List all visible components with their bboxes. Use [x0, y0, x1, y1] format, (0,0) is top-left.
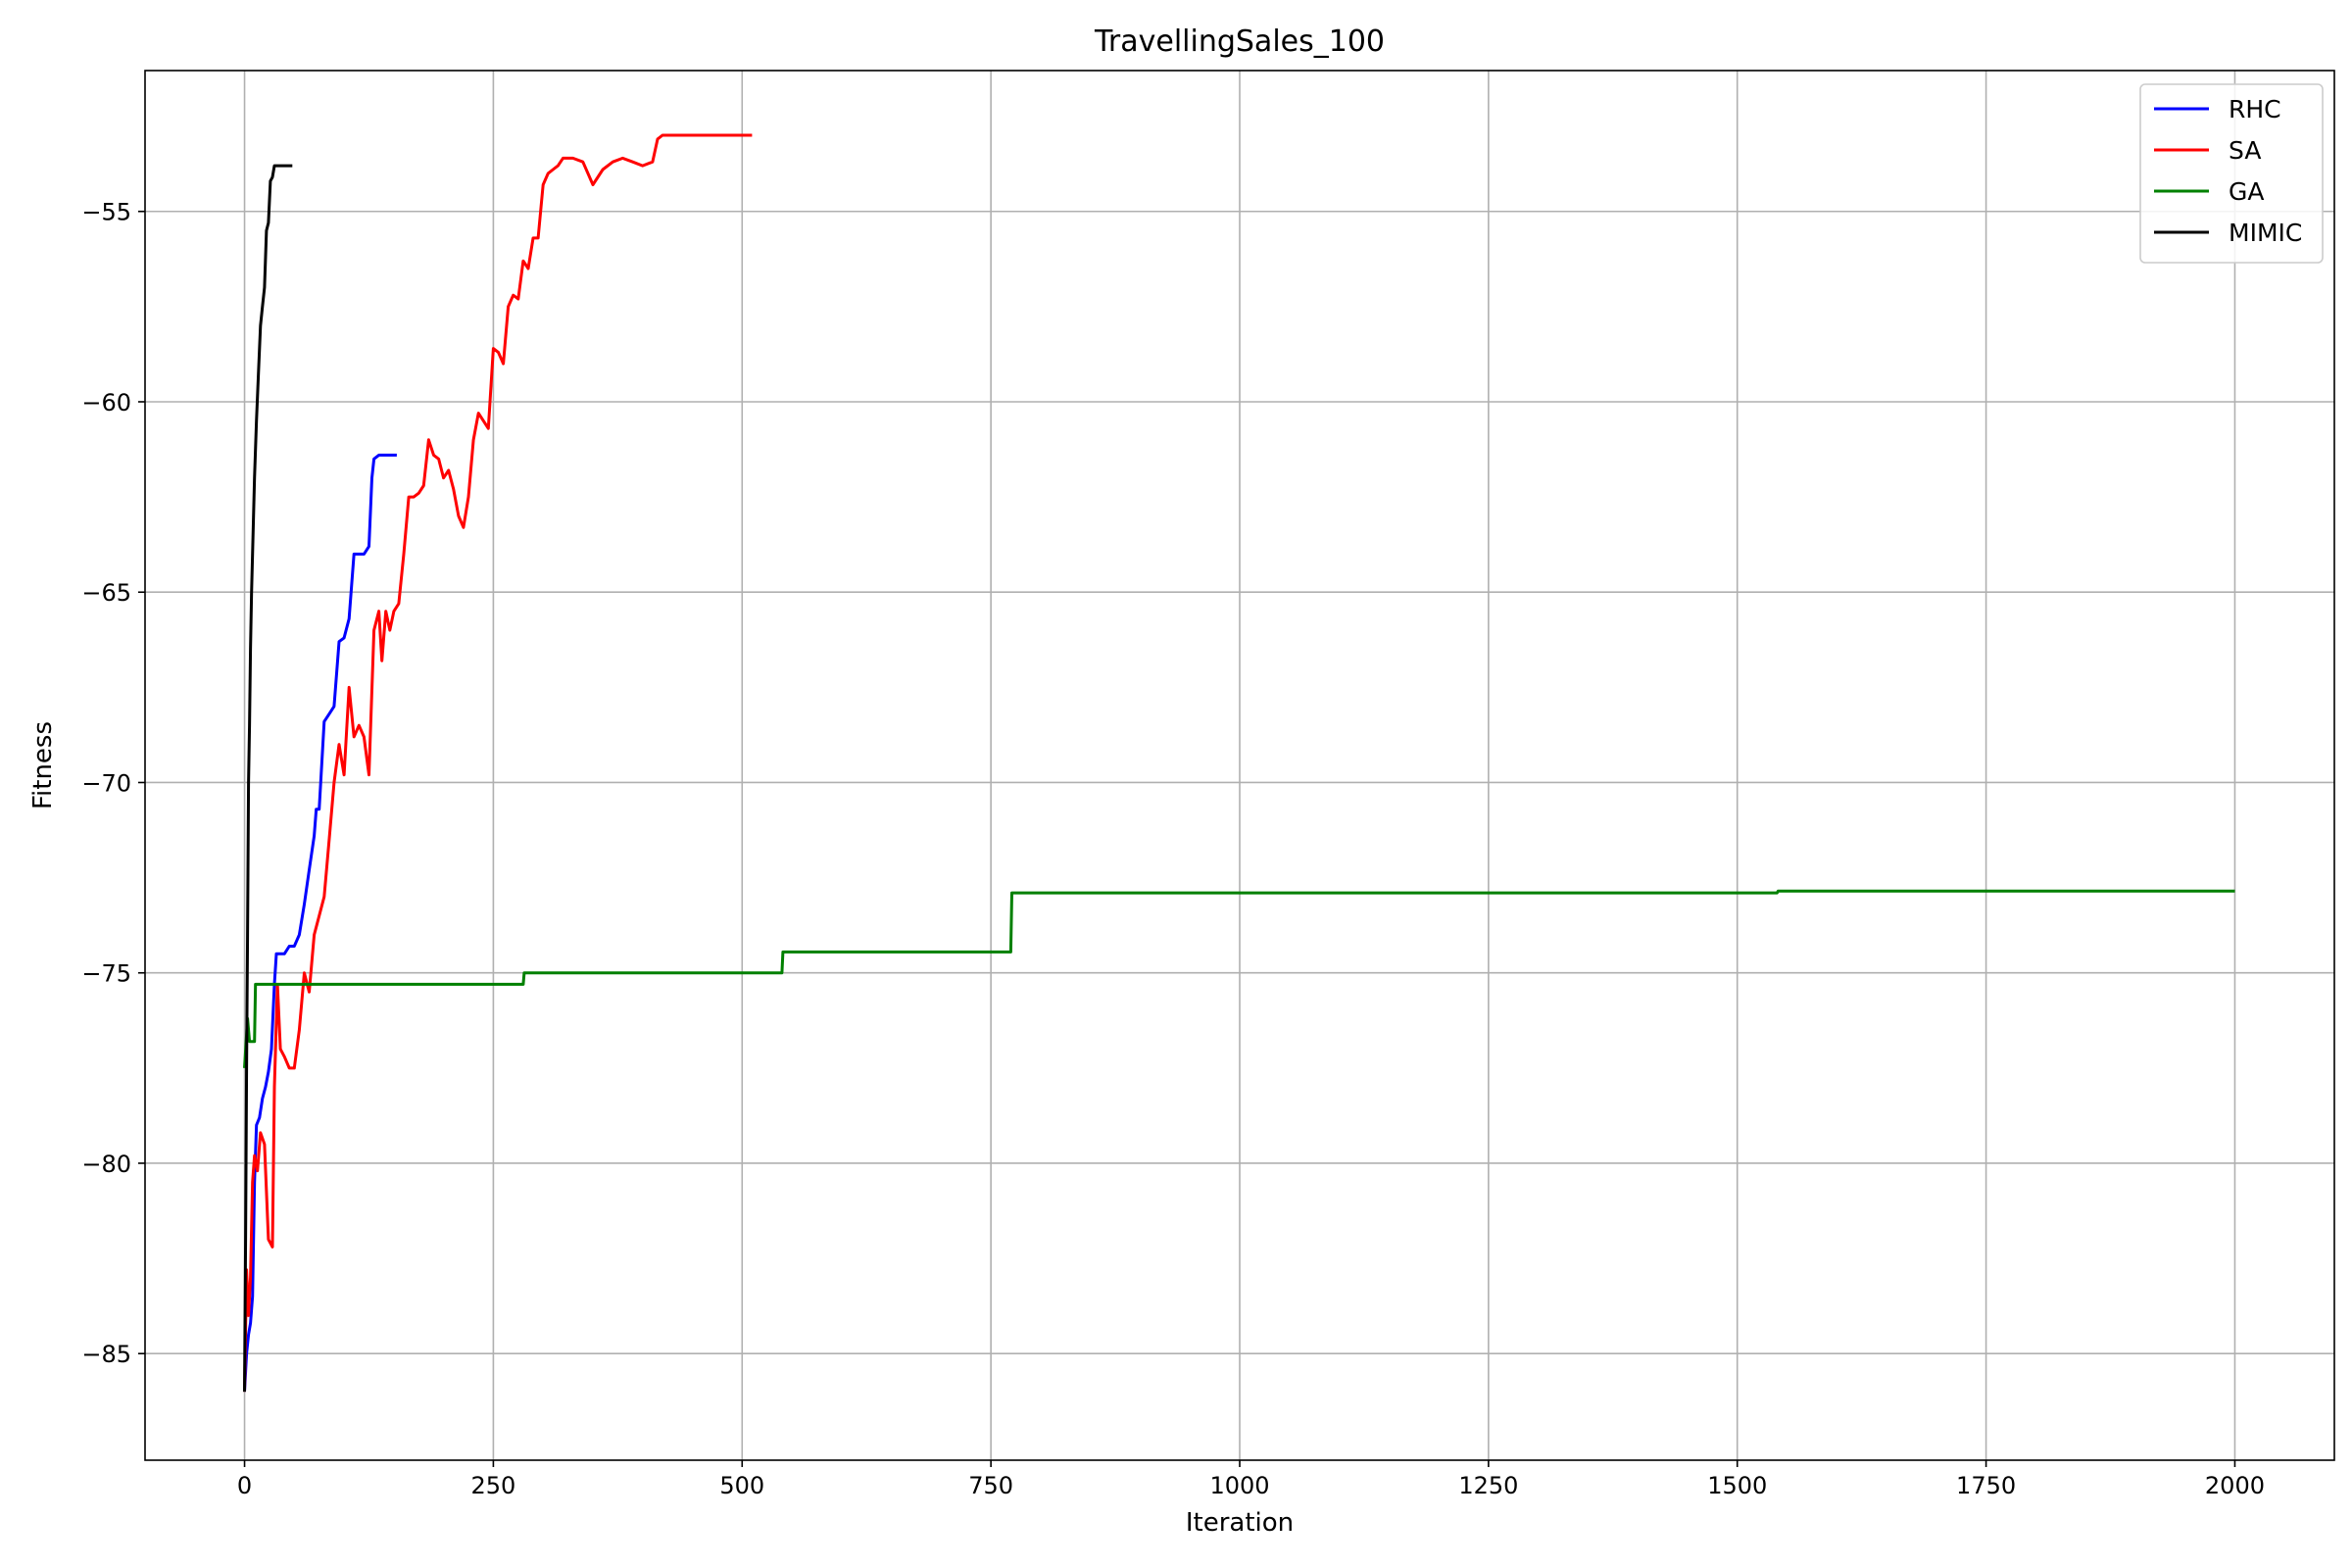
- x-tick-label: 250: [471, 1472, 516, 1499]
- series-line-rhc: [243, 453, 397, 1393]
- legend-label-rhc: RHC: [2229, 95, 2281, 123]
- y-tick-label: −75: [81, 960, 131, 988]
- legend-label-mimic: MIMIC: [2229, 219, 2302, 247]
- y-tick-label: −85: [81, 1341, 131, 1368]
- y-axis-label: Fitness: [28, 721, 58, 809]
- x-axis-label: Iteration: [1186, 1508, 1294, 1538]
- chart-title: TravellingSales_100: [1094, 24, 1385, 59]
- x-tick-label: 2000: [2205, 1472, 2265, 1499]
- x-tick-label: 0: [237, 1472, 252, 1499]
- legend-box: [2139, 83, 2324, 264]
- legend-label-ga: GA: [2229, 177, 2264, 206]
- x-tick-label: 1500: [1707, 1472, 1767, 1499]
- legend: RHC SA GA MIMIC: [2139, 83, 2324, 264]
- y-tick-label: −55: [81, 199, 131, 226]
- series-line-mimic: [243, 164, 293, 1393]
- y-tick-label: −65: [81, 579, 131, 607]
- series-lines: [243, 133, 2235, 1393]
- x-tick-label: 1250: [1458, 1472, 1518, 1499]
- x-tick-label: 750: [968, 1472, 1013, 1499]
- series-line-ga: [243, 889, 2235, 1068]
- grid: [145, 71, 2334, 1460]
- y-tick-label: −80: [81, 1151, 131, 1178]
- axis-ticks: 0 250 500 750 1000 1250 1500 1750 2000 −85 −80 −75 −…: [81, 199, 2265, 1499]
- series-line-sa: [243, 133, 753, 1393]
- y-tick-label: −60: [81, 389, 131, 416]
- x-tick-label: 500: [719, 1472, 764, 1499]
- x-tick-label: 1750: [1956, 1472, 2016, 1499]
- legend-label-sa: SA: [2229, 136, 2261, 165]
- x-tick-label: 1000: [1209, 1472, 1269, 1499]
- y-tick-label: −70: [81, 769, 131, 797]
